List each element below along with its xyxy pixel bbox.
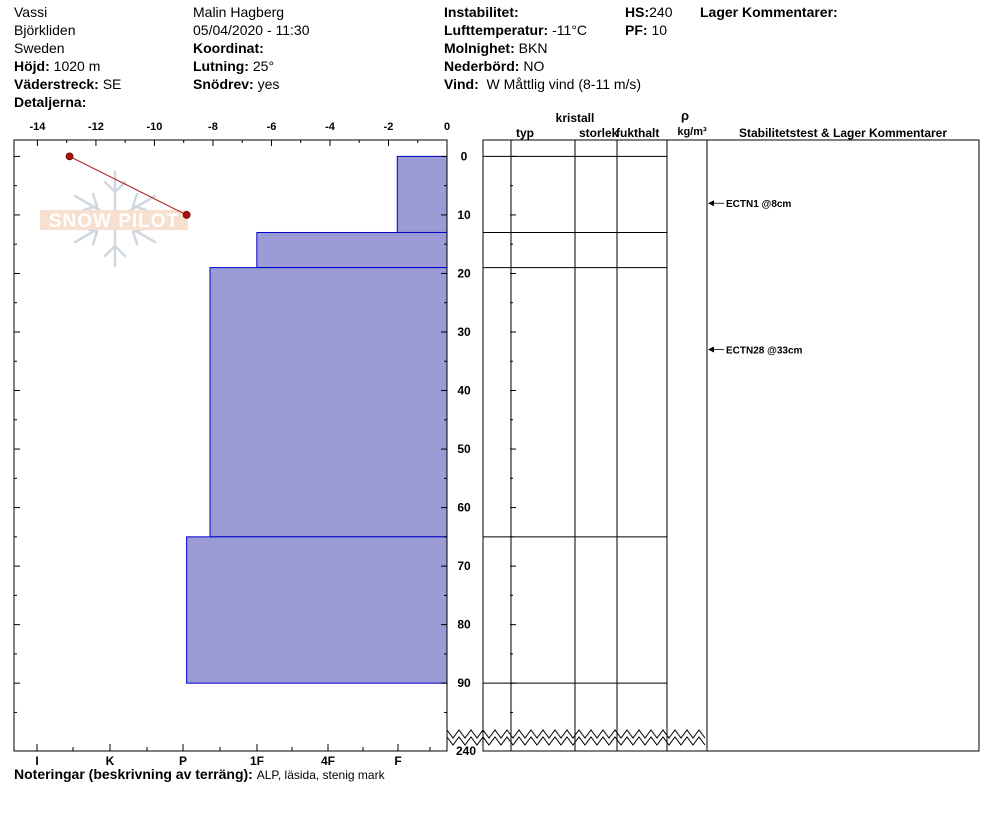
hardness-tick-label: 1F (250, 754, 264, 768)
header-weather: Instabilitet: Lufttemperatur: -11°C Moln… (444, 3, 641, 93)
airtemp-label: Lufttemperatur: (444, 22, 549, 38)
aspect: SE (102, 76, 122, 92)
temp-tick-label: -8 (208, 121, 218, 133)
header-left: Vassi Björkliden Sweden Höjd: 1020 m Väd… (14, 3, 121, 111)
layer-bar-1 (396, 155, 448, 233)
header-hs-pf: HS:240 PF: 10 (625, 3, 672, 39)
temp-tick-label: -10 (146, 121, 162, 133)
elevation-label: Höjd: (14, 58, 50, 74)
temp-tick-label: -14 (29, 121, 46, 133)
axis-break-zigzag (446, 729, 706, 739)
sky-label: Molnighet: (444, 40, 515, 56)
plot-frame (13, 139, 448, 752)
stability-arrow-head (708, 346, 714, 353)
depth-tick-label: 30 (457, 325, 471, 339)
temperature-point (182, 211, 191, 219)
wind-label: Vind: (444, 76, 479, 92)
observer: Malin Hagberg (193, 4, 285, 20)
hardness-tick-label: F (394, 754, 401, 768)
temperature-line (69, 155, 187, 216)
hs-label: HS: (625, 4, 650, 20)
col-density-unit: kg/m³ (677, 126, 707, 138)
stability-arrow-head (708, 200, 714, 207)
depth-tick-label: 90 (457, 676, 471, 690)
layer-comments-label: Lager Kommentarer: (700, 4, 838, 20)
header-layer-comments: Lager Kommentarer: (700, 3, 838, 21)
layer-bar-4 (186, 536, 448, 684)
depth-bottom-label: 240 (456, 744, 476, 758)
notes-value: ALP, läsida, stenig mark (256, 768, 385, 782)
depth-tick-label: 60 (457, 501, 471, 515)
datetime: 05/04/2020 - 11:30 (193, 22, 310, 38)
depth-tick-label: 50 (457, 442, 471, 456)
hardness-tick-label: 4F (321, 754, 335, 768)
depth-tick-label: 20 (457, 266, 471, 280)
temp-tick-label: -2 (384, 121, 394, 133)
country: Sweden (14, 40, 65, 56)
pf-label: PF: (625, 22, 648, 38)
watermark-band (40, 210, 188, 230)
depth-tick-label: 80 (457, 618, 471, 632)
watermark-text: SNOW PILOT (49, 211, 179, 232)
col-rho: ρ (681, 108, 689, 123)
sky: BKN (518, 40, 548, 56)
precip-label: Nederbörd: (444, 58, 520, 74)
stability-test-label: ECTN28 @33cm (726, 346, 803, 357)
depth-tick-label: 10 (457, 208, 471, 222)
airtemp: -11°C (552, 22, 588, 38)
drift-label: Snödrev: (193, 76, 254, 92)
temperature-point (65, 152, 74, 161)
temp-tick-label: -4 (325, 121, 336, 133)
col-size: storlek (579, 126, 619, 140)
depth-tick-label: 70 (457, 559, 471, 573)
depth-tick-label: 0 (461, 149, 468, 163)
precip: NO (523, 58, 545, 74)
axis-break-zigzag (446, 736, 706, 746)
aspect-label: Väderstreck: (14, 76, 99, 92)
pf: 10 (651, 22, 668, 38)
header-middle: Malin Hagberg 05/04/2020 - 11:30 Koordin… (193, 3, 310, 93)
hardness-tick-label: K (106, 754, 115, 768)
layer-bar-2 (256, 231, 448, 269)
drift: yes (257, 76, 280, 92)
hardness-tick-label: I (35, 754, 38, 768)
col-moisture: fukthalt (616, 126, 659, 140)
region: Björkliden (14, 22, 76, 38)
table-frame (482, 139, 980, 752)
depth-tick-label: 40 (457, 384, 471, 398)
details-label: Detaljerna: (14, 94, 87, 110)
snowpilot-watermark: SNOW PILOT (40, 170, 188, 268)
elevation: 1020 m (53, 58, 101, 74)
col-crystal: kristall (556, 111, 595, 125)
temp-tick-label: -6 (267, 121, 277, 133)
layer-bar-3 (209, 267, 448, 538)
stability-test-label: ECTN1 @8cm (726, 199, 791, 210)
instability-label: Instabilitet: (444, 4, 519, 20)
col-stability: Stabilitetstest & Lager Kommentarer (739, 126, 947, 140)
hs: 240 (649, 4, 673, 20)
notes: Noteringar (beskrivning av terräng): ALP… (14, 766, 385, 782)
wind: W Måttlig vind (8-11 m/s) (486, 76, 642, 92)
col-type: typ (516, 126, 534, 140)
temp-tick-label: -12 (88, 121, 104, 133)
temp-tick-label: 0 (444, 121, 450, 133)
coord-label: Koordinat: (193, 40, 264, 56)
slope: 25° (252, 58, 275, 74)
hardness-tick-label: P (179, 754, 187, 768)
slope-label: Lutning: (193, 58, 249, 74)
location: Vassi (14, 4, 48, 20)
notes-label: Noteringar (beskrivning av terräng): (14, 766, 253, 782)
